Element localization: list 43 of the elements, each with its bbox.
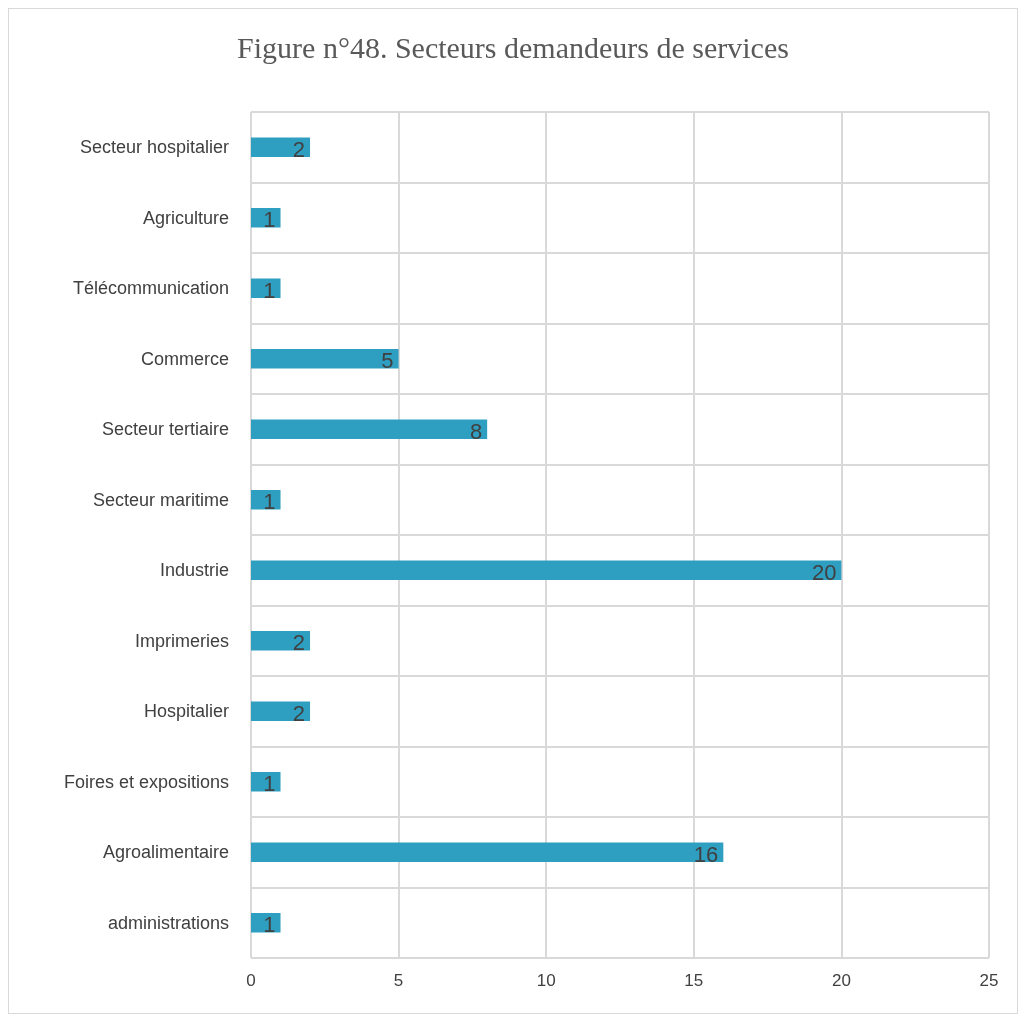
chart-title: Figure n°48. Secteurs demandeurs de services [237, 30, 789, 64]
data-label: 1 [263, 277, 276, 303]
data-label: 2 [292, 136, 306, 162]
data-label: 8 [469, 418, 483, 444]
y-tick-label: Commerce [140, 348, 229, 369]
x-tick-label: 25 [979, 971, 999, 990]
y-tick-label: Agriculture [142, 207, 229, 228]
bar [251, 771, 281, 792]
y-tick-label: Hospitalier [143, 701, 229, 722]
x-tick-label: 0 [246, 971, 256, 990]
bar [251, 489, 281, 510]
y-tick-label: Industrie [159, 560, 229, 581]
bar [251, 842, 724, 863]
y-tick-label: Foires et expositions [63, 771, 229, 792]
bar [251, 912, 281, 933]
data-label: 16 [693, 841, 719, 867]
data-label: 20 [811, 559, 837, 585]
y-tick-label: Agroalimentaire [102, 842, 229, 863]
data-label: 2 [292, 630, 306, 656]
bar [251, 348, 399, 369]
data-label: 1 [263, 771, 276, 797]
bar [251, 137, 311, 158]
x-tick-label: 15 [684, 971, 704, 990]
y-tick-label: administrations [107, 912, 229, 933]
bar [251, 207, 281, 228]
x-tick-label: 10 [536, 971, 556, 990]
data-label: 1 [263, 489, 276, 515]
y-tick-label: Secteur hospitalier [79, 137, 229, 158]
bar [251, 630, 311, 651]
y-tick-label: Secteur tertiaire [101, 419, 229, 440]
y-tick-label: Imprimeries [134, 630, 229, 651]
y-tick-label: Secteur maritime [92, 489, 229, 510]
data-label: 1 [263, 207, 276, 233]
bar [251, 419, 488, 440]
bar [251, 278, 281, 299]
data-label: 1 [263, 912, 276, 938]
data-label: 5 [381, 348, 394, 374]
bar [251, 560, 842, 581]
x-tick-label: 20 [831, 971, 851, 990]
x-tick-label: 5 [393, 971, 404, 990]
y-tick-label: Télécommunication [72, 278, 229, 299]
bar [251, 701, 311, 722]
data-label: 2 [292, 700, 306, 726]
